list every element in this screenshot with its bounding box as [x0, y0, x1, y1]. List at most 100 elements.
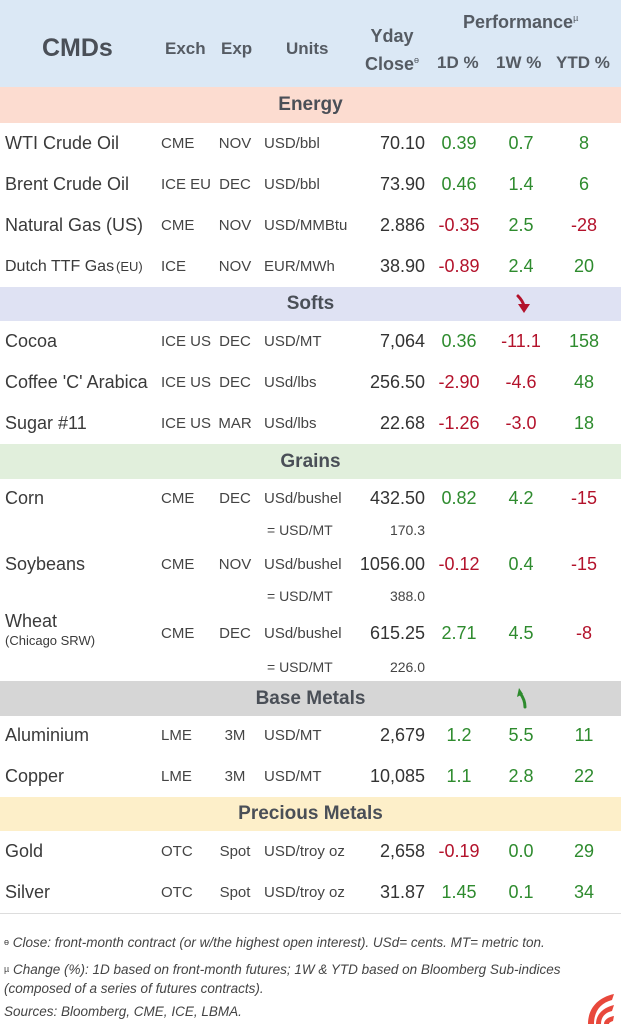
units-cell: EUR/MWh	[264, 258, 335, 275]
footnote-change-mark: µ	[4, 964, 10, 974]
exchange-cell: CME	[161, 625, 195, 642]
section-precious-metals: Precious Metals	[0, 797, 621, 831]
change-1d-cell: 0.36	[441, 331, 477, 351]
footnote-sources: Sources: Bloomberg, CME, ICE, LBMA.	[4, 1004, 242, 1019]
yday-close-cell: 73.90	[379, 174, 425, 194]
arrow-up-green-icon	[517, 688, 527, 709]
commodity-name: Dutch TTF Gas	[5, 258, 115, 275]
footnote-close-mark: ɵ	[4, 937, 10, 947]
change-ytd-cell: -28	[570, 215, 597, 235]
table-row: Silver OTC Spot USD/troy oz 31.87 1.45 0.1 34	[0, 872, 621, 913]
exchange-cell: LME	[161, 768, 192, 785]
change-1d-cell: -0.89	[438, 256, 480, 276]
header-1d: 1D %	[437, 53, 479, 72]
section-softs: Softs	[0, 287, 621, 321]
change-1w-cell: 0.4	[508, 554, 534, 574]
change-1w-cell: -4.6	[505, 372, 537, 392]
change-ytd-cell: 158	[568, 331, 600, 351]
commodity-name: Silver	[5, 882, 51, 902]
change-ytd-cell: 6	[578, 174, 589, 194]
brand-logo-icon	[588, 994, 614, 1024]
change-1d-cell: 0.39	[441, 133, 477, 153]
table-subrow: = USD/MT 170.3	[0, 519, 621, 543]
units-cell: USD/troy oz	[264, 884, 345, 901]
table-row: Cocoa ICE US DEC USD/MT 7,064 0.36 -11.1 158	[0, 321, 621, 362]
yday-close-cell: 2,658	[379, 841, 425, 861]
change-1w-cell: 0.7	[508, 133, 534, 153]
change-1w-cell: -3.0	[505, 413, 537, 433]
yday-close-cell: 31.87	[379, 882, 425, 902]
units-cell: USD/MT	[264, 768, 322, 785]
yday-close-cell: 10,085	[369, 766, 425, 786]
corn-sub-close: 170.3	[389, 522, 425, 538]
table-row: Copper LME 3M USD/MT 10,085 1.1 2.8 22	[0, 756, 621, 797]
expiry-cell: Spot	[219, 843, 251, 860]
header-exch: Exch	[165, 39, 206, 58]
exchange-cell: ICE US	[161, 374, 212, 391]
change-1d-cell: -0.35	[438, 215, 480, 235]
commodity-name: Copper	[5, 766, 65, 786]
table-row: Aluminium LME 3M USD/MT 2,679 1.2 5.5 11	[0, 715, 621, 756]
expiry-cell: 3M	[224, 727, 246, 744]
arrow-down-red-icon	[516, 294, 530, 313]
header-units: Units	[286, 39, 329, 58]
change-1d-cell: -0.19	[438, 841, 480, 861]
exchange-cell: ICE	[161, 258, 187, 275]
change-1w-cell: 4.5	[508, 623, 534, 643]
commodity-name: Coffee 'C' Arabica	[5, 372, 148, 392]
units-cell: USd/bushel	[264, 556, 342, 573]
exchange-cell: CME	[161, 217, 195, 234]
change-ytd-cell: 18	[573, 413, 595, 433]
expiry-cell: DEC	[219, 374, 251, 391]
change-1w-cell: 2.4	[508, 256, 534, 276]
yday-close-cell: 432.50	[369, 488, 425, 508]
units-cell: USD/MMBtu	[264, 217, 348, 234]
commodity-name-note: (Chicago SRW)	[5, 633, 96, 648]
change-1d-cell: 1.2	[446, 725, 472, 745]
table-row: Natural Gas (US) CME NOV USD/MMBtu 2.886 -0.3…	[0, 205, 621, 246]
expiry-cell: Spot	[219, 884, 251, 901]
table-row: Sugar #11 ICE US MAR USd/lbs 22.68 -1.26 -3.0 1…	[0, 403, 621, 444]
table-row: Brent Crude Oil ICE EU DEC USD/bbl 73.90 0.46…	[0, 164, 621, 205]
header-performance-mark: µ	[573, 13, 579, 23]
yday-close-cell: 2,679	[379, 725, 425, 745]
table-header: CMDs Exch Exp Units Yday Closeɵ Performa…	[0, 0, 621, 87]
change-1d-cell: -1.26	[438, 413, 480, 433]
section-grains: Grains	[0, 444, 621, 479]
change-1w-cell: 0.0	[508, 841, 534, 861]
footnote-change-text: Change (%): 1D based on front-month futu…	[4, 962, 561, 996]
section-energy: Energy	[0, 87, 621, 123]
exchange-cell: ICE EU	[161, 176, 212, 193]
change-ytd-cell: 11	[574, 725, 594, 745]
commodity-name: Natural Gas (US)	[5, 215, 144, 235]
expiry-cell: NOV	[218, 217, 252, 234]
section-base-metals: Base Metals	[0, 681, 621, 716]
commodity-name: Sugar #11	[5, 413, 87, 433]
footnote-close: ɵ Close: front-month contract (or w/the …	[4, 933, 616, 952]
change-ytd-cell: 22	[573, 766, 595, 786]
corn-sub-units: = USD/MT	[267, 522, 333, 538]
header-exp: Exp	[221, 39, 253, 58]
exchange-cell: CME	[161, 556, 195, 573]
change-1w-cell: 0.1	[508, 882, 534, 902]
yday-close-cell: 2.886	[379, 215, 425, 235]
header-performance: Performanceµ	[463, 12, 578, 33]
header-performance-label: Performance	[463, 12, 574, 32]
header-1w: 1W %	[496, 53, 542, 72]
units-cell: USD/troy oz	[264, 843, 345, 860]
yday-close-cell: 1056.00	[359, 554, 425, 574]
exchange-cell: OTC	[161, 884, 193, 901]
soybeans-sub-units: = USD/MT	[267, 588, 333, 604]
yday-close-cell: 22.68	[379, 413, 425, 433]
units-cell: USD/MT	[264, 333, 322, 350]
soybeans-sub-close: 388.0	[389, 588, 425, 604]
units-cell: USD/bbl	[264, 176, 320, 193]
table-row: Coffee 'C' Arabica ICE US DEC USd/lbs 256.50…	[0, 362, 621, 403]
change-1w-cell: 4.2	[508, 488, 534, 508]
change-1w-cell: 5.5	[508, 725, 534, 745]
exchange-cell: LME	[161, 727, 192, 744]
change-1d-cell: 0.82	[441, 488, 477, 508]
expiry-cell: NOV	[218, 556, 252, 573]
units-cell: USD/bbl	[264, 135, 320, 152]
header-close: Close	[364, 54, 414, 74]
